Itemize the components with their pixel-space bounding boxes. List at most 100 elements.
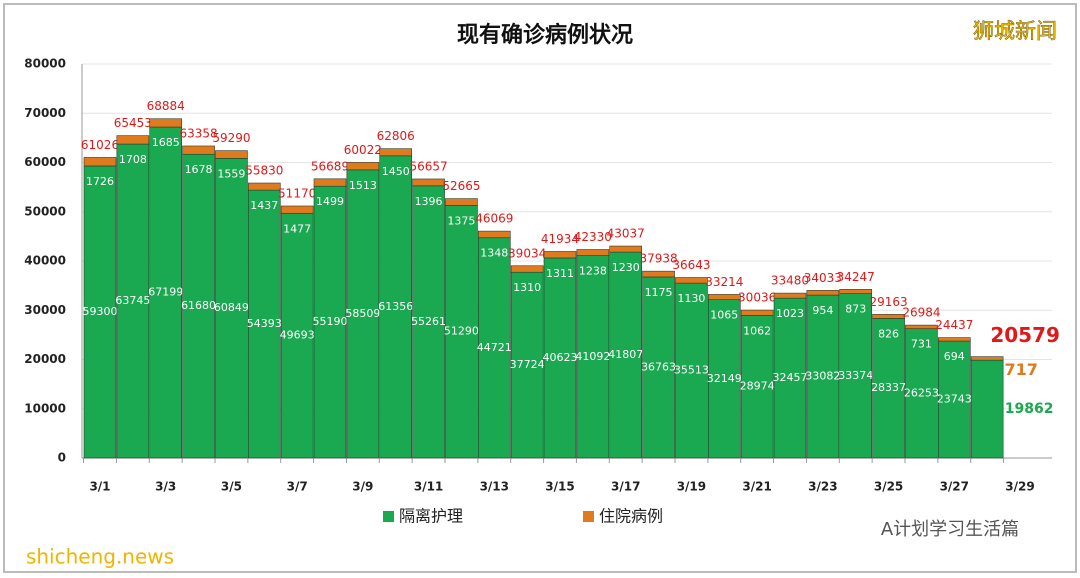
bar-segment [445,205,478,459]
bar-segment [905,324,938,330]
x-tick-label: 3/9 [352,480,373,494]
isolation-label: 36763 [641,360,676,373]
hospital-label: 954 [812,304,833,317]
hospital-label: 1023 [776,307,804,320]
isolation-label: 67199 [148,286,183,299]
source-tag: 狮城新闻 [973,19,1057,43]
x-tick-label: 3/3 [155,480,176,494]
isolation-label: 32149 [707,372,742,385]
y-tick-label: 10000 [24,401,66,415]
total-label: 33480 [771,274,809,288]
total-label: 33214 [705,275,743,289]
total-label: 61026 [81,138,119,152]
hospital-label: 1065 [710,309,738,322]
isolation-label: 63745 [115,294,150,307]
legend-label: 隔离护理 [399,507,463,526]
bar-segment [280,205,314,214]
chart-title: 现有确诊病例状况 [457,22,633,48]
total-label: 60022 [344,143,382,157]
bar-segment [609,245,643,253]
bar-segment [839,293,873,459]
x-tick-label: 3/15 [545,480,574,494]
bar-segment [872,318,905,459]
bar-segment [116,135,150,145]
hospital-label: 1450 [382,165,410,178]
bar-segment [313,185,347,459]
bar-segment [412,185,445,459]
isolation-label: 49693 [280,329,315,342]
isolation-label: 33082 [805,370,840,383]
bar-segment [83,165,117,459]
bar-segment [806,294,840,459]
bar-segment [675,277,708,284]
total-label: 24437 [935,318,973,332]
bar-segment [642,270,675,278]
bar-segment [707,299,741,459]
x-tick-label: 3/25 [874,480,903,494]
bar-segment [937,340,971,459]
hospital-label: 717 [1004,360,1037,379]
isolation-label: 23743 [937,393,972,406]
bar-segment [346,169,380,459]
total-label: 39034 [508,246,546,260]
y-tick-label: 40000 [24,254,66,268]
isolation-label: 55261 [411,315,446,328]
hospital-label: 1175 [645,286,673,299]
bar-segment [83,157,117,167]
bar-segment [182,153,215,459]
bar-segment [675,282,708,459]
hospital-label: 826 [878,327,899,340]
y-tick-label: 70000 [24,106,66,120]
hospital-label: 1708 [119,153,147,166]
hospital-label: 873 [845,303,866,316]
x-tick-label: 3/1 [89,480,110,494]
bar-segment [477,230,511,239]
x-tick-label: 3/19 [677,480,706,494]
bar-segment [839,289,873,294]
isolation-label: 59300 [83,305,118,318]
x-tick-label: 3/13 [480,480,509,494]
isolation-label: 28337 [871,381,906,394]
total-label: 20579 [990,323,1060,347]
bar-segment [247,189,281,459]
bar-segment [313,178,347,187]
bar-segment [510,265,544,273]
isolation-label: 44721 [477,341,512,354]
hospital-label: 1238 [579,265,607,278]
isolation-label: 28974 [740,380,775,393]
isolation-label: 41807 [608,348,643,361]
x-tick-label: 3/21 [742,480,771,494]
isolation-label: 33374 [838,369,873,382]
total-label: 34033 [804,271,842,285]
hospital-label: 1130 [677,292,705,305]
y-tick-label: 50000 [24,204,66,218]
bar-segment [905,328,938,459]
bar-segment [215,150,248,159]
bar-segment [740,309,774,316]
hospital-label: 1477 [283,222,311,235]
x-tick-label: 3/11 [414,480,443,494]
bar-segment [576,249,610,256]
y-tick-label: 80000 [24,57,66,71]
hospital-label: 731 [911,338,932,351]
bar-segment [477,237,511,459]
hospital-label: 1311 [546,267,574,280]
x-tick-label: 3/29 [1005,480,1034,494]
hospital-label: 1437 [250,199,278,212]
bar-segment [543,257,577,459]
bar-segment [937,337,971,342]
isolation-label: 51290 [444,325,479,338]
total-label: 43037 [607,227,645,241]
isolation-label: 61356 [378,300,413,313]
total-label: 65453 [114,116,152,130]
hospital-label: 1310 [513,281,541,294]
hospital-label: 1375 [447,214,475,227]
hospital-label: 1348 [480,247,508,260]
bar-segment [642,276,675,459]
bar-segment [740,315,774,459]
hospital-label: 1499 [316,195,344,208]
bar-segment [182,145,215,155]
y-tick-label: 60000 [24,155,66,169]
